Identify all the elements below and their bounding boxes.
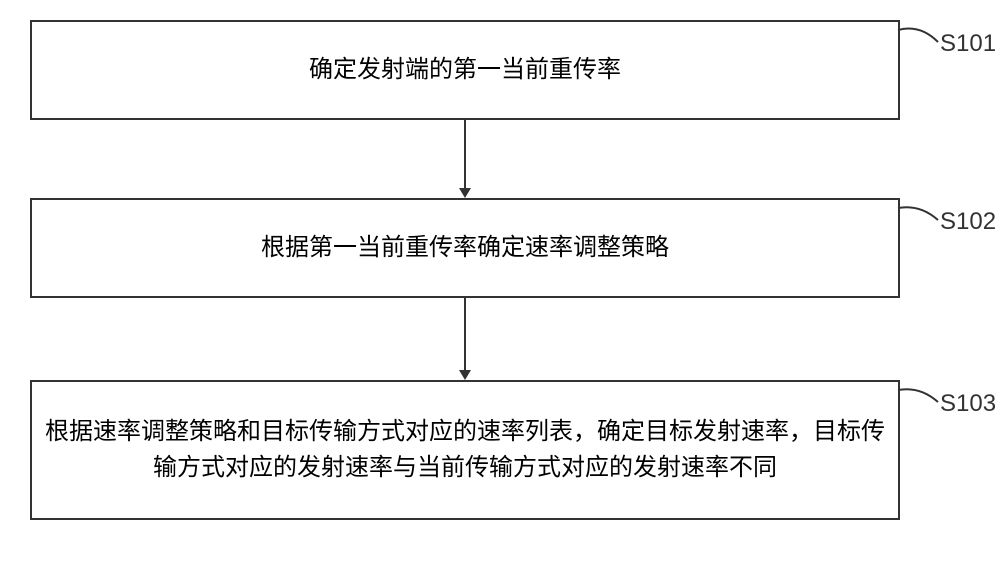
flowchart-canvas: 确定发射端的第一当前重传率 S101 根据第一当前重传率确定速率调整策略 S10… bbox=[0, 0, 1000, 562]
flow-label-2: S102 bbox=[940, 208, 996, 236]
flow-node-2-text: 根据第一当前重传率确定速率调整策略 bbox=[261, 230, 669, 266]
flow-label-1: S101 bbox=[940, 30, 996, 58]
flow-node-3: 根据速率调整策略和目标传输方式对应的速率列表，确定目标发射速率，目标传输方式对应… bbox=[30, 380, 900, 520]
flow-node-1: 确定发射端的第一当前重传率 bbox=[30, 20, 900, 120]
flow-node-2: 根据第一当前重传率确定速率调整策略 bbox=[30, 198, 900, 298]
flow-node-1-text: 确定发射端的第一当前重传率 bbox=[309, 52, 621, 88]
flow-label-3: S103 bbox=[940, 390, 996, 418]
flow-node-3-text: 根据速率调整策略和目标传输方式对应的速率列表，确定目标发射速率，目标传输方式对应… bbox=[44, 414, 886, 486]
